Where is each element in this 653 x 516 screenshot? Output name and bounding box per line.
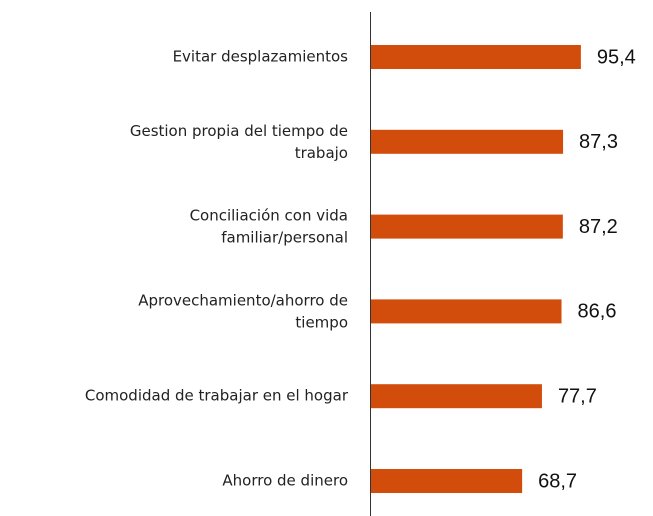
value-label: 87,3 (579, 131, 618, 153)
category-label: Conciliación con vida familiar/personal (190, 206, 348, 246)
value-label: 95,4 (597, 46, 636, 68)
bar (371, 299, 562, 324)
bar (371, 214, 563, 239)
bar (371, 469, 523, 493)
bar (371, 129, 564, 154)
value-label: 87,2 (579, 216, 618, 238)
value-label: 86,6 (578, 301, 617, 323)
bar (371, 384, 542, 409)
category-label: Ahorro de dinero (222, 472, 348, 490)
category-label: Aprovechamiento/ahorro de tiempo (138, 291, 348, 331)
category-label: Gestion propia del tiempo de trabajo (130, 121, 348, 161)
value-label: 77,7 (558, 385, 597, 407)
value-label: 68,7 (538, 470, 577, 492)
category-label: Comodidad de trabajar en el hogar (85, 387, 349, 405)
bar (371, 45, 581, 69)
category-label: Evitar desplazamientos (173, 48, 349, 66)
